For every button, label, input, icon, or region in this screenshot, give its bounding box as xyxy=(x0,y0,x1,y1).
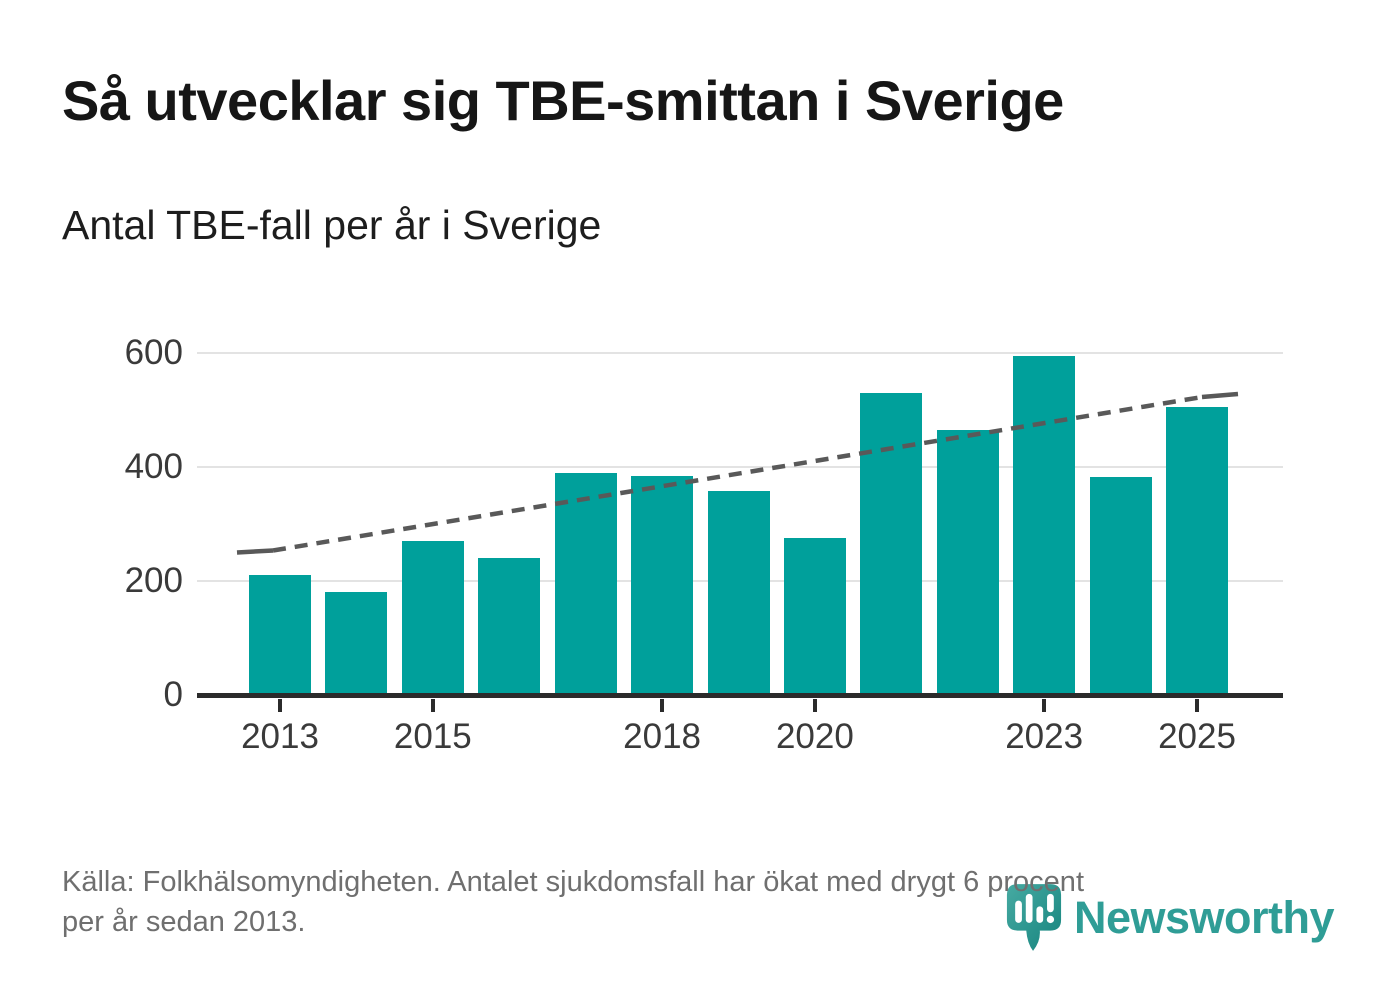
y-tick-label: 400 xyxy=(124,447,183,486)
bar-2023 xyxy=(1013,355,1076,695)
source-note-line2: per år sedan 2013. xyxy=(62,906,306,938)
x-tick xyxy=(812,699,817,712)
newsworthy-logo-icon xyxy=(1006,884,1062,951)
bar-2021 xyxy=(860,392,923,695)
trend-line-segment xyxy=(236,548,274,555)
y-tick-label: 600 xyxy=(124,333,183,372)
page-title: Så utvecklar sig TBE-smittan i Sverige xyxy=(62,69,1064,132)
x-axis-line xyxy=(197,693,1283,698)
x-tick xyxy=(1042,699,1047,712)
x-tick xyxy=(660,699,665,712)
chart-subtitle: Antal TBE-fall per år i Sverige xyxy=(62,202,602,248)
bar-2022 xyxy=(936,429,999,695)
trend-line-segment xyxy=(1201,391,1239,400)
newsworthy-logo: Newsworthy xyxy=(1005,882,1335,954)
x-tick-label: 2023 xyxy=(1005,717,1084,756)
bar-2017 xyxy=(554,472,617,695)
bar-2014 xyxy=(325,592,388,695)
bar-2025 xyxy=(1166,407,1228,695)
x-tick xyxy=(278,699,282,712)
bar-2016 xyxy=(478,558,541,695)
gridline-400 xyxy=(197,466,1283,468)
x-tick-label: 2013 xyxy=(241,717,319,756)
x-tick-label: 2025 xyxy=(1158,717,1236,756)
bar-2015 xyxy=(401,541,464,695)
bar-2024 xyxy=(1089,476,1152,695)
x-tick-label: 2018 xyxy=(623,717,702,756)
y-tick-label: 200 xyxy=(124,561,183,600)
y-tick-label: 0 xyxy=(163,675,183,714)
bar-2019 xyxy=(707,490,770,695)
bar-2020 xyxy=(783,538,846,695)
x-tick xyxy=(430,699,435,712)
bar-2018 xyxy=(631,475,694,695)
x-tick xyxy=(1195,699,1199,712)
gridline-600 xyxy=(197,352,1283,354)
x-tick-label: 2015 xyxy=(393,717,472,756)
source-note-line1: Källa: Folkhälsomyndigheten. Antalet sju… xyxy=(62,866,1084,898)
x-tick-label: 2020 xyxy=(775,717,854,756)
source-note: Källa: Folkhälsomyndigheten. Antalet sju… xyxy=(62,862,1084,942)
bar-2013 xyxy=(249,575,311,695)
newsworthy-wordmark: Newsworthy xyxy=(1074,892,1335,943)
